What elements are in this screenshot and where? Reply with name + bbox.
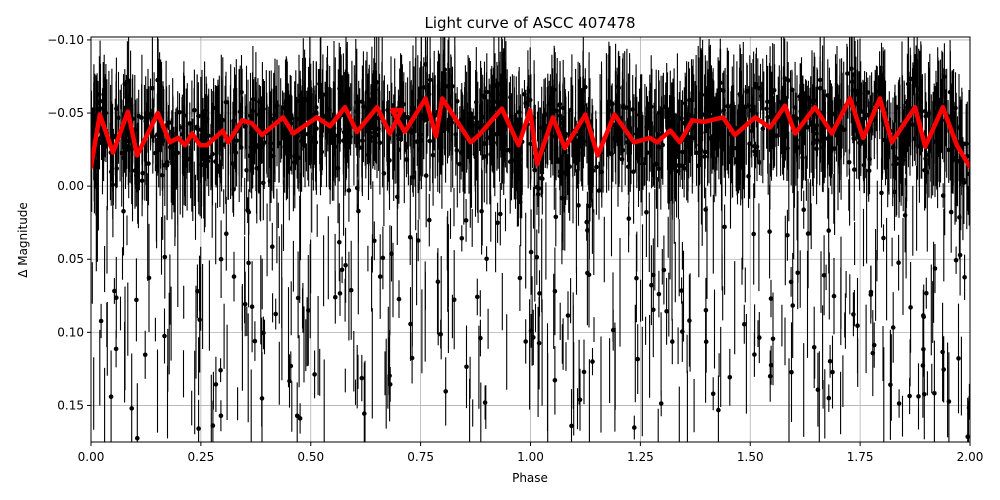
y-axis-ticks: −0.10 −0.05 0.00 0.05 0.10 0.15 <box>47 33 91 412</box>
x-axis-label: Phase <box>512 471 548 485</box>
y-tick-label: −0.10 <box>47 33 84 47</box>
model-line <box>91 96 970 170</box>
x-tick-label: 1.50 <box>737 450 764 464</box>
model-curve <box>91 96 970 170</box>
x-tick-label: 0.50 <box>297 450 324 464</box>
y-tick-label: 0.05 <box>57 252 84 266</box>
x-tick-label: 1.25 <box>627 450 654 464</box>
x-tick-label: 0.75 <box>407 450 434 464</box>
y-tick-label: 0.15 <box>57 398 84 412</box>
x-tick-label: 1.00 <box>517 450 544 464</box>
chart-title: Light curve of ASCC 407478 <box>425 14 636 32</box>
y-tick-label: −0.05 <box>47 106 84 120</box>
x-axis-ticks: 0.00 0.25 0.50 0.75 1.00 1.25 1.50 1.75 2.00 <box>78 442 984 464</box>
x-tick-label: 1.75 <box>847 450 874 464</box>
y-axis-label: Δ Magnitude <box>16 202 30 278</box>
x-tick-label: 0.00 <box>78 450 105 464</box>
x-tick-label: 2.00 <box>957 450 984 464</box>
x-tick-label: 0.25 <box>188 450 215 464</box>
y-tick-label: 0.10 <box>57 325 84 339</box>
y-tick-label: 0.00 <box>57 179 84 193</box>
